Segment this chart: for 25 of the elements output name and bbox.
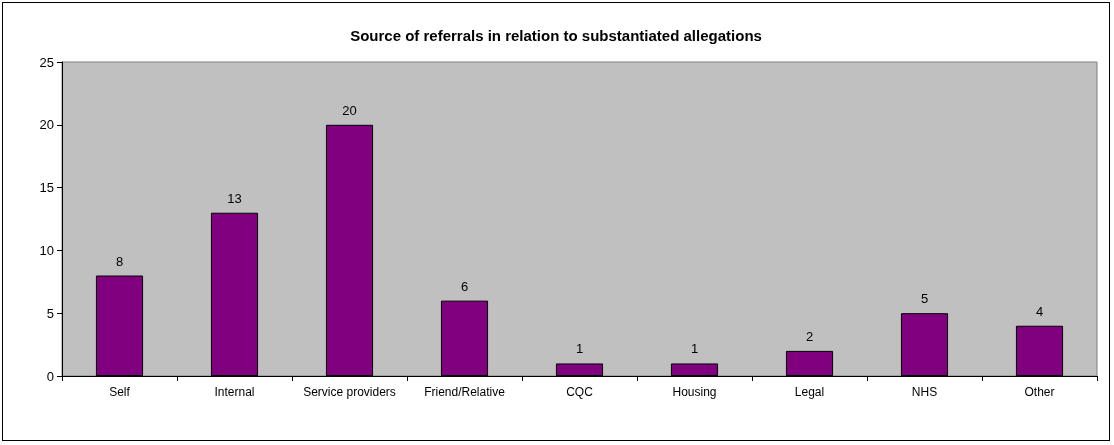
data-label: 2	[805, 328, 814, 344]
chart-title: Source of referrals in relation to substantiated allegations	[350, 27, 762, 44]
x-tick-label: Friend/Relative	[424, 385, 506, 399]
y-tick-label: 10	[39, 242, 54, 258]
data-label: 8	[115, 253, 124, 269]
data-label: 1	[690, 341, 699, 357]
x-tick-label: Internal	[214, 385, 255, 399]
x-tick-label: Self	[109, 385, 131, 399]
y-tick-label: 0	[46, 368, 54, 384]
y-tick-label: 25	[39, 54, 54, 70]
y-tick-label: 15	[39, 180, 54, 196]
data-label: 13	[227, 190, 242, 206]
y-tick-label: 5	[46, 305, 54, 321]
x-tick-label: CQC	[566, 385, 594, 399]
y-tick-label: 20	[39, 117, 54, 133]
x-tick-label: Housing	[672, 385, 717, 399]
data-label: 6	[460, 278, 469, 294]
x-tick-label: Legal	[794, 385, 825, 399]
data-label: 1	[575, 341, 584, 357]
x-tick-label: Service providers	[303, 385, 396, 399]
data-label: 20	[342, 102, 357, 118]
x-tick-label: NHS	[911, 385, 938, 399]
data-label: 5	[920, 291, 929, 307]
x-tick-label: Other	[1024, 385, 1055, 399]
data-label: 4	[1035, 303, 1044, 319]
